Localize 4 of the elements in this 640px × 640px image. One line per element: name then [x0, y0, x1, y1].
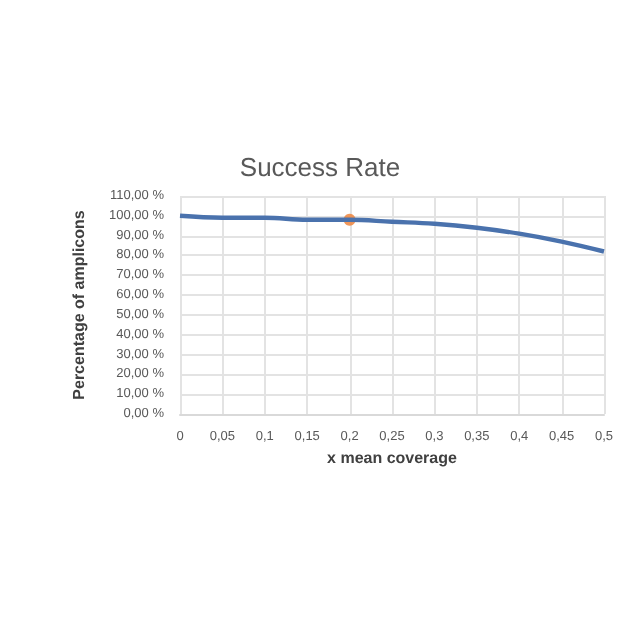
y-axis-title: Percentage of amplicons	[70, 209, 89, 400]
line-series	[177, 213, 607, 254]
chart-title: Success Rate	[239, 152, 401, 182]
x-axis-title: x mean coverage	[327, 449, 459, 467]
